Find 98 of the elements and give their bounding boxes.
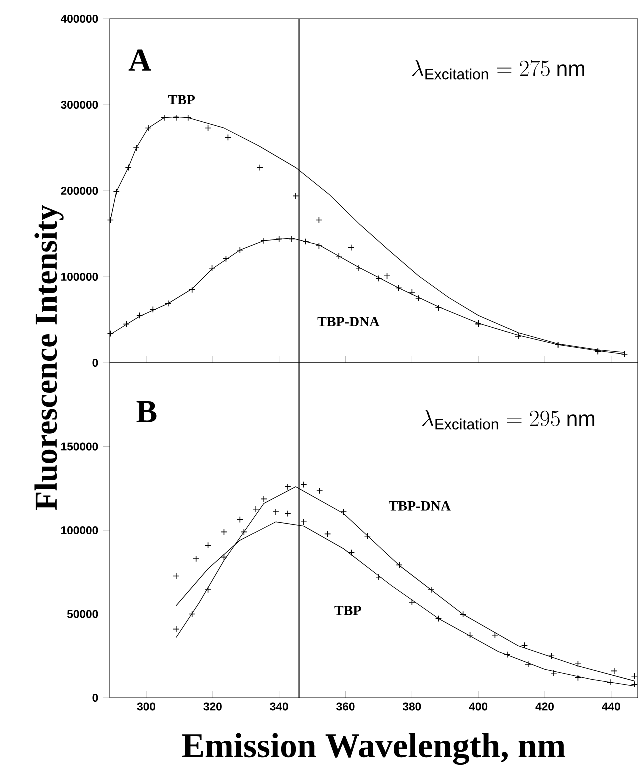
point [348, 549, 356, 556]
point [364, 533, 372, 540]
point [133, 144, 140, 152]
y-tick-label: 300000 [61, 101, 98, 110]
point [236, 516, 244, 524]
point [276, 236, 283, 243]
point [292, 192, 300, 200]
point [161, 114, 168, 122]
point [607, 679, 614, 686]
point [302, 238, 310, 246]
point [300, 518, 308, 526]
text: B [136, 401, 157, 422]
point [428, 586, 435, 594]
x-tick-label: 380 [402, 702, 422, 711]
point [125, 164, 132, 172]
y-tick-label: 100000 [62, 526, 98, 535]
point [548, 652, 555, 660]
text: A [128, 50, 152, 71]
point [521, 642, 528, 649]
point [324, 530, 332, 538]
point [435, 615, 442, 622]
text: $\lambda_{\mathrm{Excitation}} = 295\ \mathrm{nm}$ [422, 410, 595, 430]
point [220, 528, 228, 536]
point [300, 481, 308, 488]
point [220, 554, 228, 561]
text: TBP [334, 606, 362, 616]
point [376, 275, 382, 282]
point [396, 284, 402, 292]
point [150, 306, 156, 314]
point [415, 295, 422, 302]
point [492, 632, 499, 639]
y-tick-label: 100000 [62, 273, 98, 282]
point [204, 124, 212, 132]
point [384, 272, 391, 280]
point [504, 651, 511, 658]
point [236, 247, 244, 254]
y-tick-label: 200000 [61, 187, 98, 196]
point [340, 508, 348, 516]
point [376, 574, 382, 581]
point [316, 488, 324, 494]
point [348, 244, 355, 252]
point [185, 114, 192, 122]
point [356, 265, 362, 272]
y-tick-label: 150000 [62, 442, 98, 451]
x-tick-label: 340 [270, 702, 288, 711]
point [550, 670, 558, 677]
point [189, 286, 196, 294]
y-tick-label: 400000 [60, 15, 98, 24]
point [408, 289, 416, 296]
point [408, 599, 416, 606]
point [316, 242, 323, 250]
point [136, 312, 144, 320]
point [224, 134, 232, 142]
x-tick-label: 320 [204, 702, 222, 711]
point [189, 610, 196, 618]
y-tick-label: 0 [92, 694, 98, 702]
point [284, 484, 292, 490]
point [396, 562, 403, 569]
point [123, 320, 130, 328]
text: TBP-DNA [318, 317, 380, 326]
point [272, 508, 280, 516]
point [165, 300, 172, 307]
point [173, 114, 180, 122]
point [173, 626, 180, 633]
x-tick-label: 360 [336, 702, 355, 711]
x-tick-label: 420 [536, 702, 554, 711]
point [222, 256, 230, 262]
point [256, 164, 264, 172]
point [260, 496, 268, 503]
point [145, 124, 152, 132]
x-tick-label: 440 [602, 702, 620, 711]
point [240, 528, 248, 536]
point [316, 216, 323, 224]
y-tick-label: 0 [92, 359, 98, 368]
point [574, 674, 582, 682]
x-axis-title: Emission Wavelength, nm [182, 733, 566, 765]
point [574, 660, 582, 668]
text: TBP-DNA [389, 501, 451, 511]
point [208, 265, 216, 272]
point [284, 510, 292, 518]
x-tick-label: 300 [137, 702, 156, 711]
point [525, 661, 532, 668]
x-tick-label: 400 [469, 702, 488, 711]
point [204, 542, 212, 549]
point [204, 586, 212, 594]
point [466, 632, 474, 639]
point [113, 188, 120, 196]
point [107, 216, 114, 224]
point [173, 572, 180, 580]
point [460, 611, 467, 618]
series-label: TBP [168, 95, 196, 105]
point [336, 253, 342, 260]
point [252, 506, 260, 513]
y-tick-label: 50000 [67, 610, 98, 618]
point [193, 556, 200, 562]
text: $\lambda_{\mathrm{Excitation}} = 275\ \mathrm{nm}$ [412, 60, 584, 80]
point [288, 236, 296, 243]
point [611, 668, 618, 675]
